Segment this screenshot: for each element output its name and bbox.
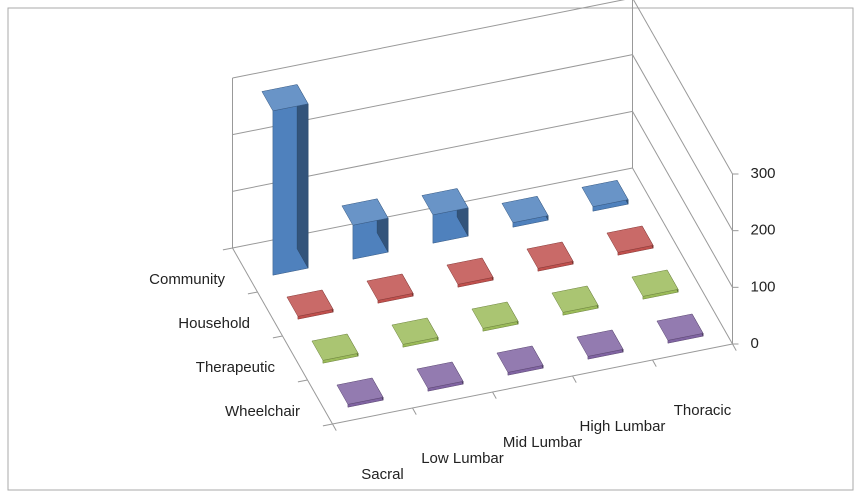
y-tick-label: 300 [751,165,776,182]
floor-edge [332,343,733,425]
bar-top [551,285,599,313]
floor-tick [412,407,417,415]
series-label: Therapeutic [196,359,276,376]
floor-tick [322,423,333,427]
series-label: Wheelchair [225,403,300,420]
bar-top [421,188,469,216]
chart-frame [7,7,854,491]
floor-tick [732,343,737,351]
bar-top [366,273,414,301]
y-tick-label: 100 [751,278,776,295]
bar-top [471,301,519,329]
floor-tick [492,391,497,399]
bar-top [261,84,309,112]
y-tick-label: 200 [751,222,776,239]
grid-line [632,111,733,288]
x-tick-label: Thoracic [674,402,732,419]
floor-tick [272,335,283,339]
bar-top [501,195,549,223]
grid-line [232,0,626,79]
y-tick-label: 0 [751,335,759,352]
series-label: Household [178,315,250,332]
x-tick-label: Low Lumbar [421,450,504,467]
bar-top [286,289,334,317]
floor-tick [297,379,308,383]
bar-side [296,83,309,270]
bar-top [311,333,359,361]
bar-top [576,329,624,357]
x-tick-label: Mid Lumbar [503,434,582,451]
bar-top [496,345,544,373]
x-tick-label: Sacral [361,466,404,483]
bar-top [416,361,464,389]
bar-top [631,269,679,297]
floor-tick [332,423,337,431]
floor-tick [652,359,657,367]
grid-line [633,0,733,175]
bar-top [341,198,389,226]
bar-top [446,257,494,285]
series-label: Community [149,271,225,288]
floor-tick [572,375,577,383]
bar-top [526,241,574,269]
grid-line [632,167,733,345]
bar-top [391,317,439,345]
x-tick-label: High Lumbar [580,418,666,435]
bar-top [336,377,384,405]
grid-line [632,54,733,231]
floor-tick [222,247,233,251]
floor-tick [247,291,258,295]
bar-top [581,179,629,207]
bar-top [606,225,654,253]
bar-top [656,313,704,341]
